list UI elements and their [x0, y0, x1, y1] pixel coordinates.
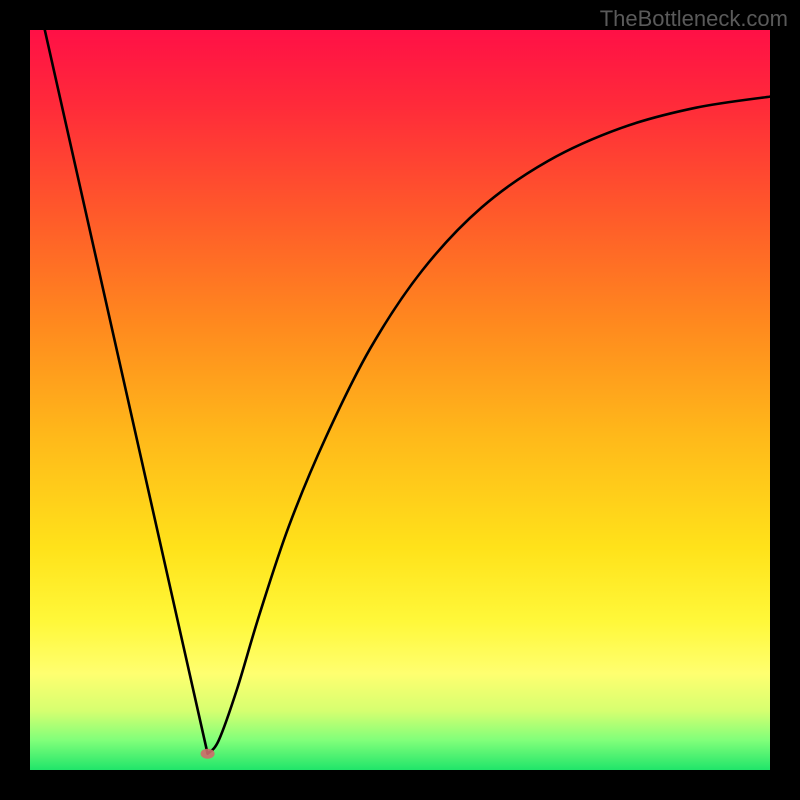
plot-area	[30, 30, 770, 770]
gradient-background	[30, 30, 770, 770]
branding-text: TheBottleneck.com	[600, 6, 788, 32]
plot-svg	[30, 30, 770, 770]
minimum-marker	[201, 749, 215, 759]
chart-container: TheBottleneck.com	[0, 0, 800, 800]
